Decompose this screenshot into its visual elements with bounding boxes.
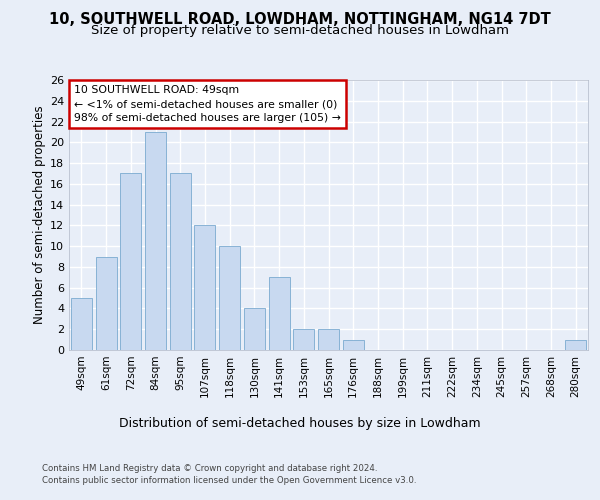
Text: Distribution of semi-detached houses by size in Lowdham: Distribution of semi-detached houses by … <box>119 418 481 430</box>
Bar <box>293 329 314 350</box>
Y-axis label: Number of semi-detached properties: Number of semi-detached properties <box>33 106 46 324</box>
Bar <box>343 340 364 350</box>
Text: 10, SOUTHWELL ROAD, LOWDHAM, NOTTINGHAM, NG14 7DT: 10, SOUTHWELL ROAD, LOWDHAM, NOTTINGHAM,… <box>49 12 551 28</box>
Text: Contains HM Land Registry data © Crown copyright and database right 2024.: Contains HM Land Registry data © Crown c… <box>42 464 377 473</box>
Bar <box>194 226 215 350</box>
Bar <box>71 298 92 350</box>
Text: Contains public sector information licensed under the Open Government Licence v3: Contains public sector information licen… <box>42 476 416 485</box>
Bar <box>244 308 265 350</box>
Text: 10 SOUTHWELL ROAD: 49sqm
← <1% of semi-detached houses are smaller (0)
98% of se: 10 SOUTHWELL ROAD: 49sqm ← <1% of semi-d… <box>74 85 341 123</box>
Bar <box>170 174 191 350</box>
Bar <box>145 132 166 350</box>
Bar <box>565 340 586 350</box>
Bar <box>318 329 339 350</box>
Bar <box>269 278 290 350</box>
Text: Size of property relative to semi-detached houses in Lowdham: Size of property relative to semi-detach… <box>91 24 509 37</box>
Bar <box>120 174 141 350</box>
Bar <box>95 256 116 350</box>
Bar <box>219 246 240 350</box>
